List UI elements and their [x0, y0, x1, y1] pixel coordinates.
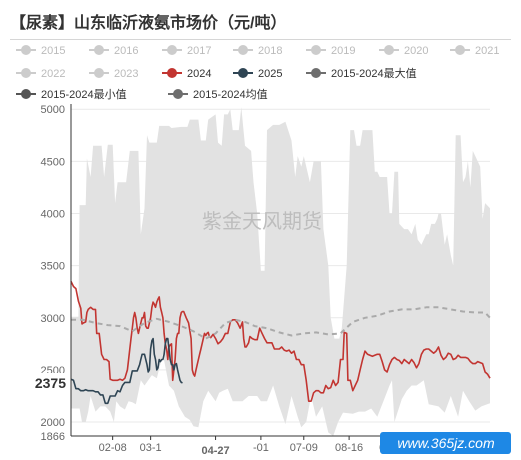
legend-item-0-marker[interactable] — [21, 45, 31, 55]
legend-item-10-marker[interactable] — [238, 68, 248, 78]
legend-item-2-marker[interactable] — [167, 45, 177, 55]
x-tick-label-1: 03-1 — [140, 442, 162, 454]
legend: 2015 2016 2017 2018 2019 2020 2021 2022 2023 2024… — [16, 45, 499, 101]
legend-item-12-marker[interactable] — [21, 89, 31, 99]
range-band-area — [71, 107, 490, 436]
y-tick-label-5000: 5000 — [41, 104, 65, 116]
x-tick-label-2: 04-27 — [201, 445, 229, 457]
legend-item-0-label[interactable]: 2015 — [41, 45, 65, 57]
x-tick-label-0: 02-08 — [99, 442, 127, 454]
current-value-badge — [26, 372, 70, 393]
y-tick-label-4000: 4000 — [41, 208, 65, 220]
legend-item-6-label[interactable]: 2021 — [475, 45, 499, 57]
legend-item-11-marker[interactable] — [311, 68, 321, 78]
legend-item-5-label[interactable]: 2020 — [404, 45, 428, 57]
legend-item-7-marker[interactable] — [21, 68, 31, 78]
legend-item-5-marker[interactable] — [384, 45, 394, 55]
legend-item-8-label[interactable]: 2023 — [114, 68, 138, 80]
range-band — [71, 107, 490, 436]
legend-item-9-label[interactable]: 2024 — [187, 68, 211, 80]
y-tick-label-1866: 1866 — [41, 431, 65, 443]
legend-item-7-label[interactable]: 2022 — [41, 68, 65, 80]
watermark-text: 紫金天风期货 — [202, 210, 322, 233]
footer-text: www.365jz.com — [397, 435, 495, 451]
series-line-2024 — [70, 280, 491, 403]
legend-item-1-marker[interactable] — [94, 45, 104, 55]
series-lines — [70, 280, 491, 405]
x-tick-label-5: 08-16 — [335, 442, 363, 454]
y-tick-label-3000: 3000 — [41, 313, 65, 325]
footer: www.365jz.com — [380, 432, 511, 454]
footer-badge — [380, 432, 511, 454]
x-tick-label-4: 07-09 — [290, 442, 318, 454]
y-tick-label-2000: 2000 — [41, 417, 65, 429]
legend-item-3-marker[interactable] — [238, 45, 248, 55]
legend-item-11-label[interactable]: 2015-2024最大值 — [331, 66, 417, 80]
legend-item-2-label[interactable]: 2017 — [187, 45, 211, 57]
legend-item-13-marker[interactable] — [173, 89, 183, 99]
legend-item-9-marker[interactable] — [167, 68, 177, 78]
chart-title: 【尿素】山东临沂液氨市场价（元/吨） — [10, 15, 287, 32]
series-line-2025 — [70, 337, 183, 405]
legend-item-13-label[interactable]: 2015-2024均值 — [193, 88, 268, 101]
legend-item-8-marker[interactable] — [94, 68, 104, 78]
x-tick-label-3: -01 — [253, 442, 269, 454]
legend-item-3-label[interactable]: 2018 — [258, 45, 282, 57]
title-divider — [10, 39, 511, 40]
legend-item-10-label[interactable]: 2025 — [258, 68, 282, 80]
current-value-label: 2375 — [35, 375, 66, 391]
y-tick-label-3500: 3500 — [41, 261, 65, 273]
legend-item-6-marker[interactable] — [455, 45, 465, 55]
legend-item-4-marker[interactable] — [311, 45, 321, 55]
y-tick-label-4500: 4500 — [41, 156, 65, 168]
series-line-2015-2024均值 — [71, 306, 491, 340]
legend-item-1-label[interactable]: 2016 — [114, 45, 138, 57]
legend-item-12-label[interactable]: 2015-2024最小值 — [41, 88, 127, 101]
legend-item-4-label[interactable]: 2019 — [331, 45, 355, 57]
